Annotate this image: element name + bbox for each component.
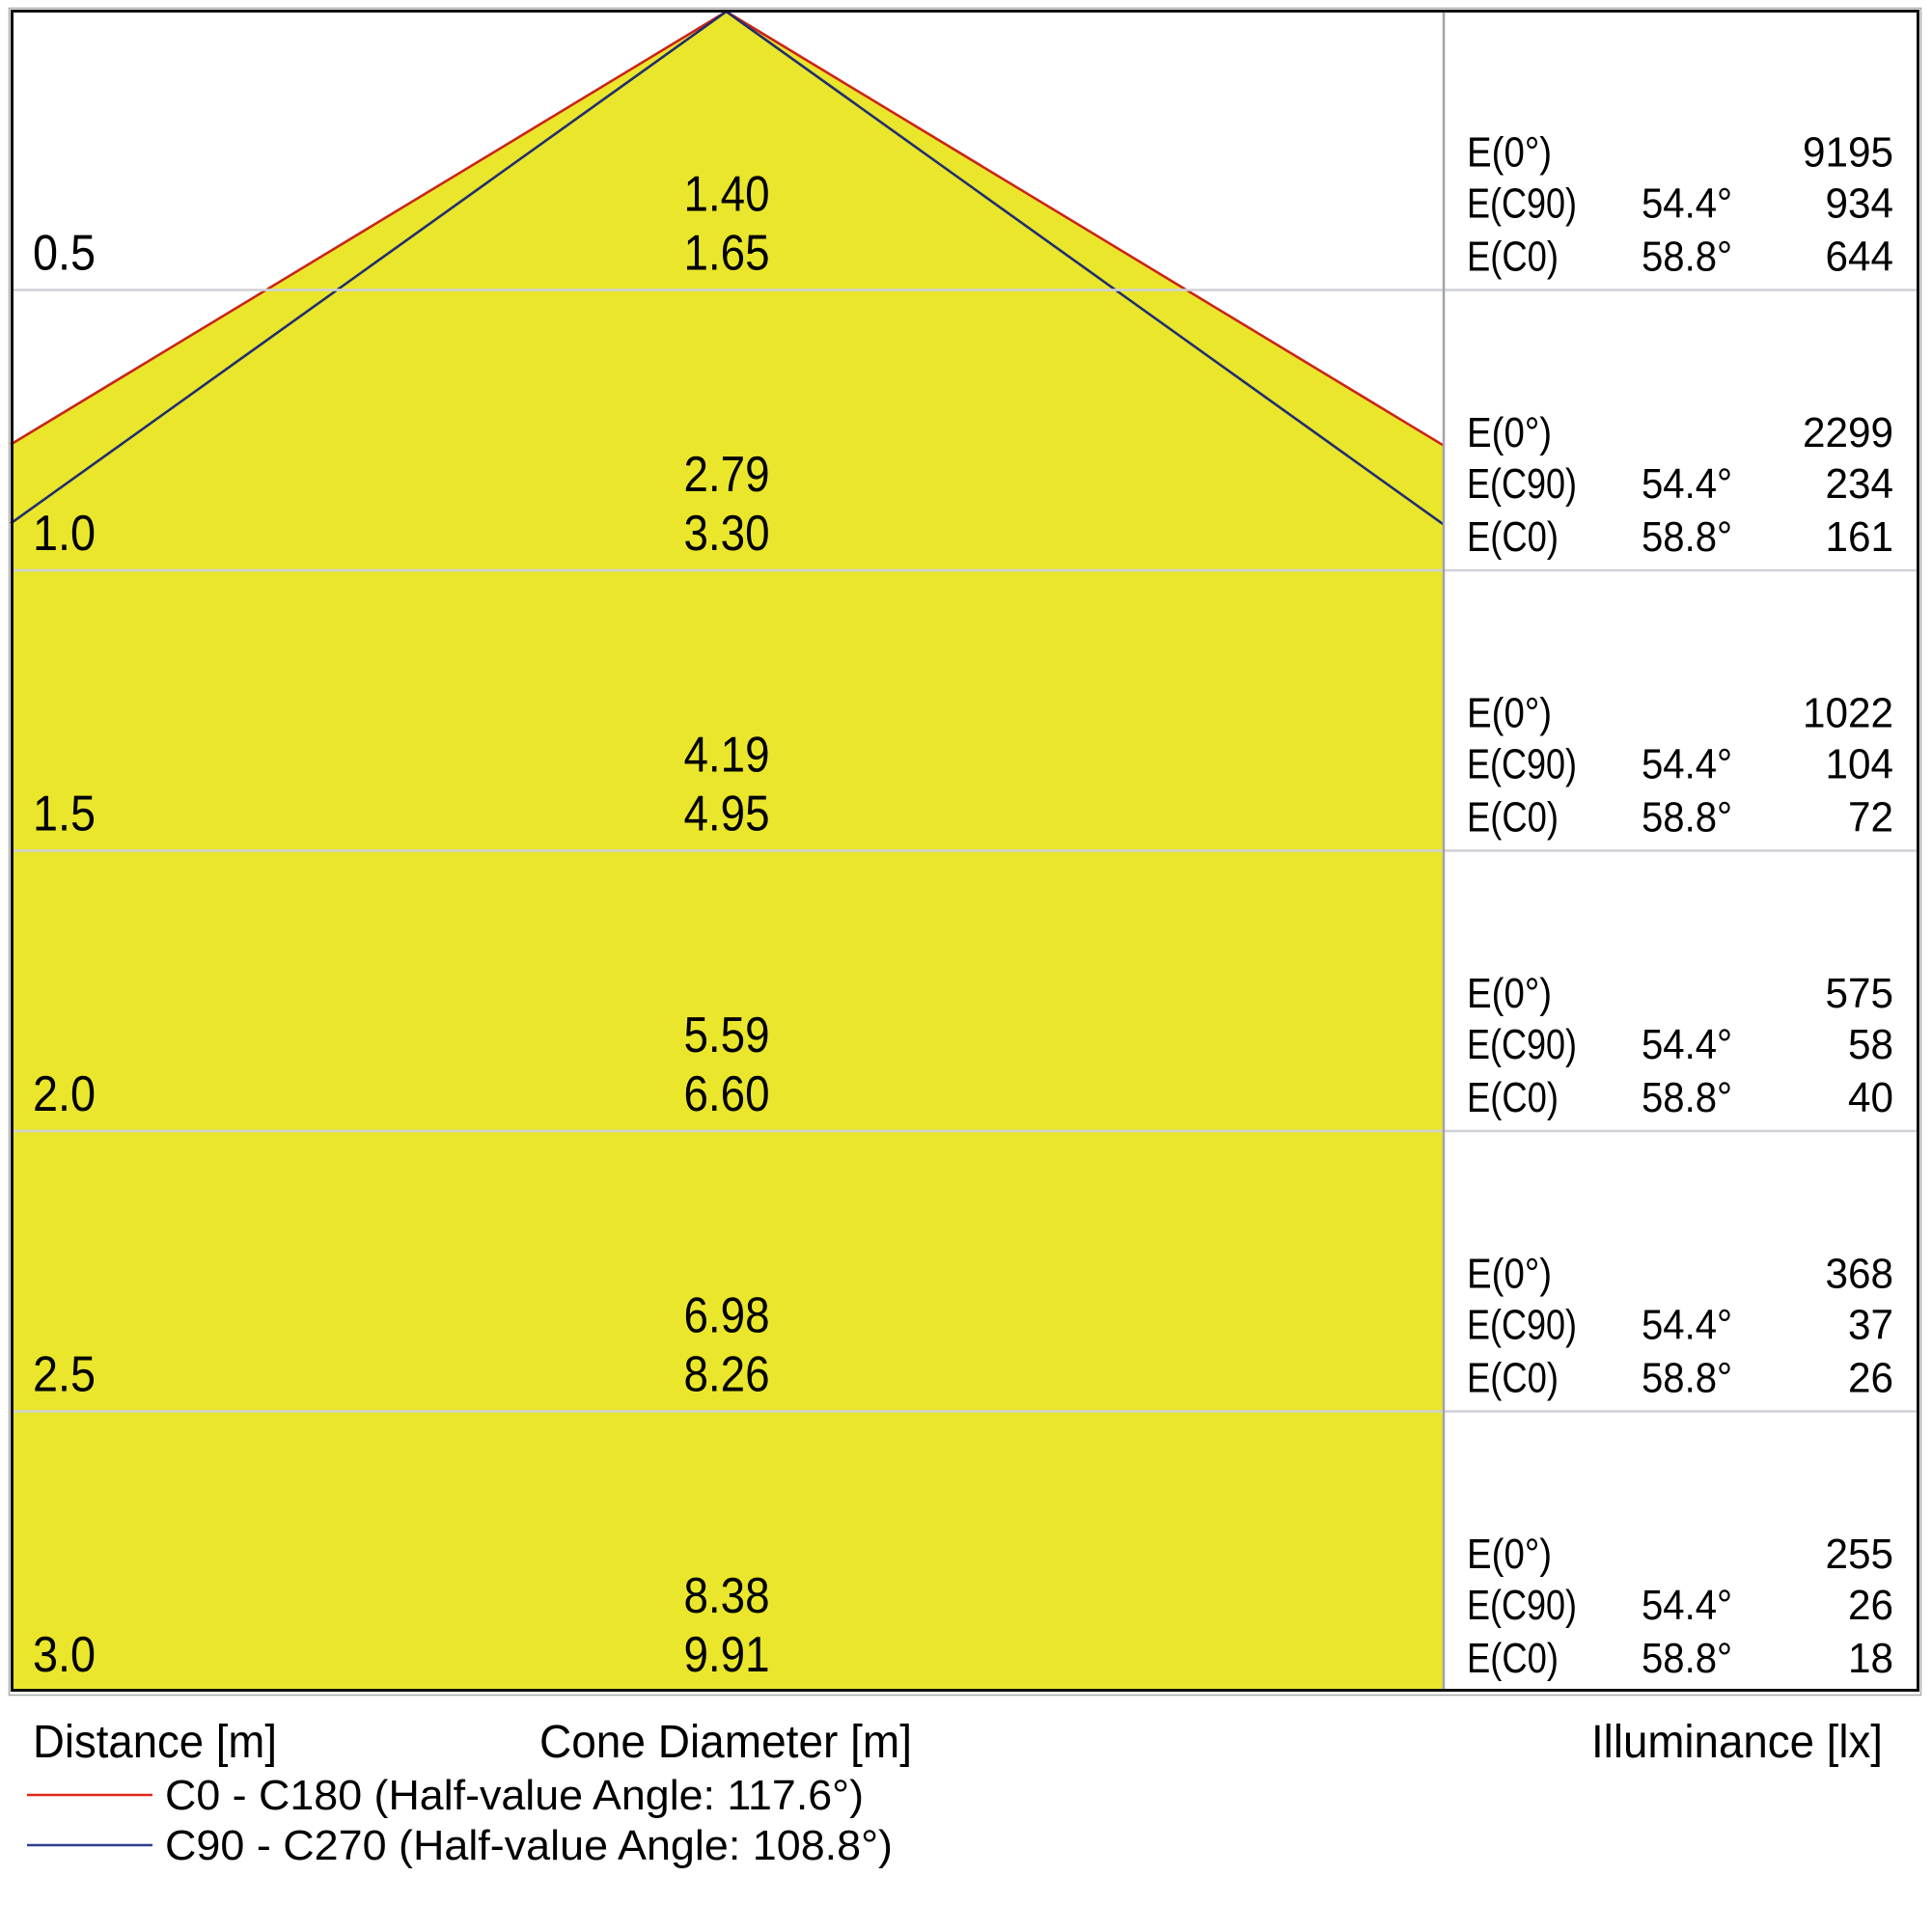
svg-text:54.4°: 54.4° (1642, 180, 1732, 228)
svg-text:40: 40 (1848, 1074, 1893, 1121)
svg-text:E(0°): E(0°) (1467, 690, 1552, 737)
svg-text:4.95: 4.95 (683, 787, 769, 842)
svg-text:1022: 1022 (1803, 690, 1893, 737)
svg-text:54.4°: 54.4° (1642, 460, 1732, 508)
svg-text:E(0°): E(0°) (1467, 970, 1552, 1017)
svg-text:8.38: 8.38 (683, 1568, 769, 1624)
svg-text:575: 575 (1826, 970, 1894, 1017)
svg-text:3.30: 3.30 (683, 506, 769, 562)
svg-text:9.91: 9.91 (683, 1627, 769, 1683)
svg-text:C0 - C180 (Half-value Angle: 1: C0 - C180 (Half-value Angle: 117.6°) (165, 1772, 864, 1819)
svg-text:54.4°: 54.4° (1642, 1021, 1732, 1068)
svg-text:161: 161 (1826, 513, 1894, 561)
svg-text:2299: 2299 (1803, 409, 1893, 456)
svg-text:54.4°: 54.4° (1642, 1582, 1732, 1629)
svg-text:58.8°: 58.8° (1642, 234, 1732, 281)
svg-text:72: 72 (1848, 794, 1893, 842)
svg-text:3.0: 3.0 (33, 1627, 96, 1683)
svg-text:104: 104 (1826, 741, 1894, 788)
svg-text:E(C90): E(C90) (1467, 1302, 1577, 1349)
svg-text:18: 18 (1848, 1635, 1893, 1682)
svg-text:6.60: 6.60 (683, 1066, 769, 1122)
svg-text:58: 58 (1848, 1021, 1893, 1068)
svg-text:E(0°): E(0°) (1467, 1531, 1552, 1578)
svg-text:E(C90): E(C90) (1467, 1021, 1577, 1068)
svg-text:644: 644 (1826, 234, 1894, 281)
svg-text:E(C90): E(C90) (1467, 1582, 1577, 1629)
svg-text:E(C0): E(C0) (1467, 1635, 1559, 1682)
svg-text:E(0°): E(0°) (1467, 1251, 1552, 1298)
svg-text:2.79: 2.79 (683, 447, 769, 503)
svg-text:1.65: 1.65 (683, 226, 769, 282)
svg-text:C90 - C270 (Half-value Angle:: C90 - C270 (Half-value Angle: 108.8°) (165, 1822, 893, 1869)
svg-text:58.8°: 58.8° (1642, 794, 1732, 842)
svg-text:E(C0): E(C0) (1467, 794, 1559, 842)
svg-text:6.98: 6.98 (683, 1288, 769, 1344)
svg-text:5.59: 5.59 (683, 1007, 769, 1063)
svg-text:1.0: 1.0 (33, 506, 96, 562)
svg-text:58.8°: 58.8° (1642, 1074, 1732, 1121)
svg-text:58.8°: 58.8° (1642, 1635, 1732, 1682)
svg-text:0.5: 0.5 (33, 226, 96, 282)
svg-text:58.8°: 58.8° (1642, 513, 1732, 561)
svg-text:1.5: 1.5 (33, 787, 96, 842)
svg-text:2.0: 2.0 (33, 1066, 96, 1122)
svg-text:E(C0): E(C0) (1467, 1355, 1559, 1402)
svg-text:26: 26 (1848, 1355, 1893, 1402)
svg-text:54.4°: 54.4° (1642, 741, 1732, 788)
svg-text:E(C90): E(C90) (1467, 741, 1577, 788)
svg-text:E(C0): E(C0) (1467, 513, 1559, 561)
svg-text:E(0°): E(0°) (1467, 409, 1552, 456)
svg-text:26: 26 (1848, 1582, 1893, 1629)
svg-text:934: 934 (1826, 180, 1894, 228)
svg-text:1.40: 1.40 (683, 167, 769, 223)
svg-text:58.8°: 58.8° (1642, 1355, 1732, 1402)
svg-text:4.19: 4.19 (683, 728, 769, 784)
svg-text:E(C0): E(C0) (1467, 234, 1559, 281)
svg-text:255: 255 (1826, 1531, 1894, 1578)
svg-text:9195: 9195 (1803, 129, 1893, 177)
svg-text:Distance [m]: Distance [m] (33, 1717, 277, 1768)
svg-text:37: 37 (1848, 1302, 1893, 1349)
svg-text:E(C0): E(C0) (1467, 1074, 1559, 1121)
svg-text:Illuminance [lx]: Illuminance [lx] (1591, 1717, 1883, 1768)
svg-text:E(C90): E(C90) (1467, 180, 1577, 228)
svg-text:Cone Diameter [m]: Cone Diameter [m] (539, 1717, 912, 1768)
svg-text:E(0°): E(0°) (1467, 129, 1552, 177)
svg-text:2.5: 2.5 (33, 1347, 96, 1403)
svg-text:54.4°: 54.4° (1642, 1302, 1732, 1349)
svg-text:234: 234 (1826, 460, 1894, 508)
svg-text:E(C90): E(C90) (1467, 460, 1577, 508)
svg-text:8.26: 8.26 (683, 1347, 769, 1403)
svg-text:368: 368 (1826, 1251, 1894, 1298)
